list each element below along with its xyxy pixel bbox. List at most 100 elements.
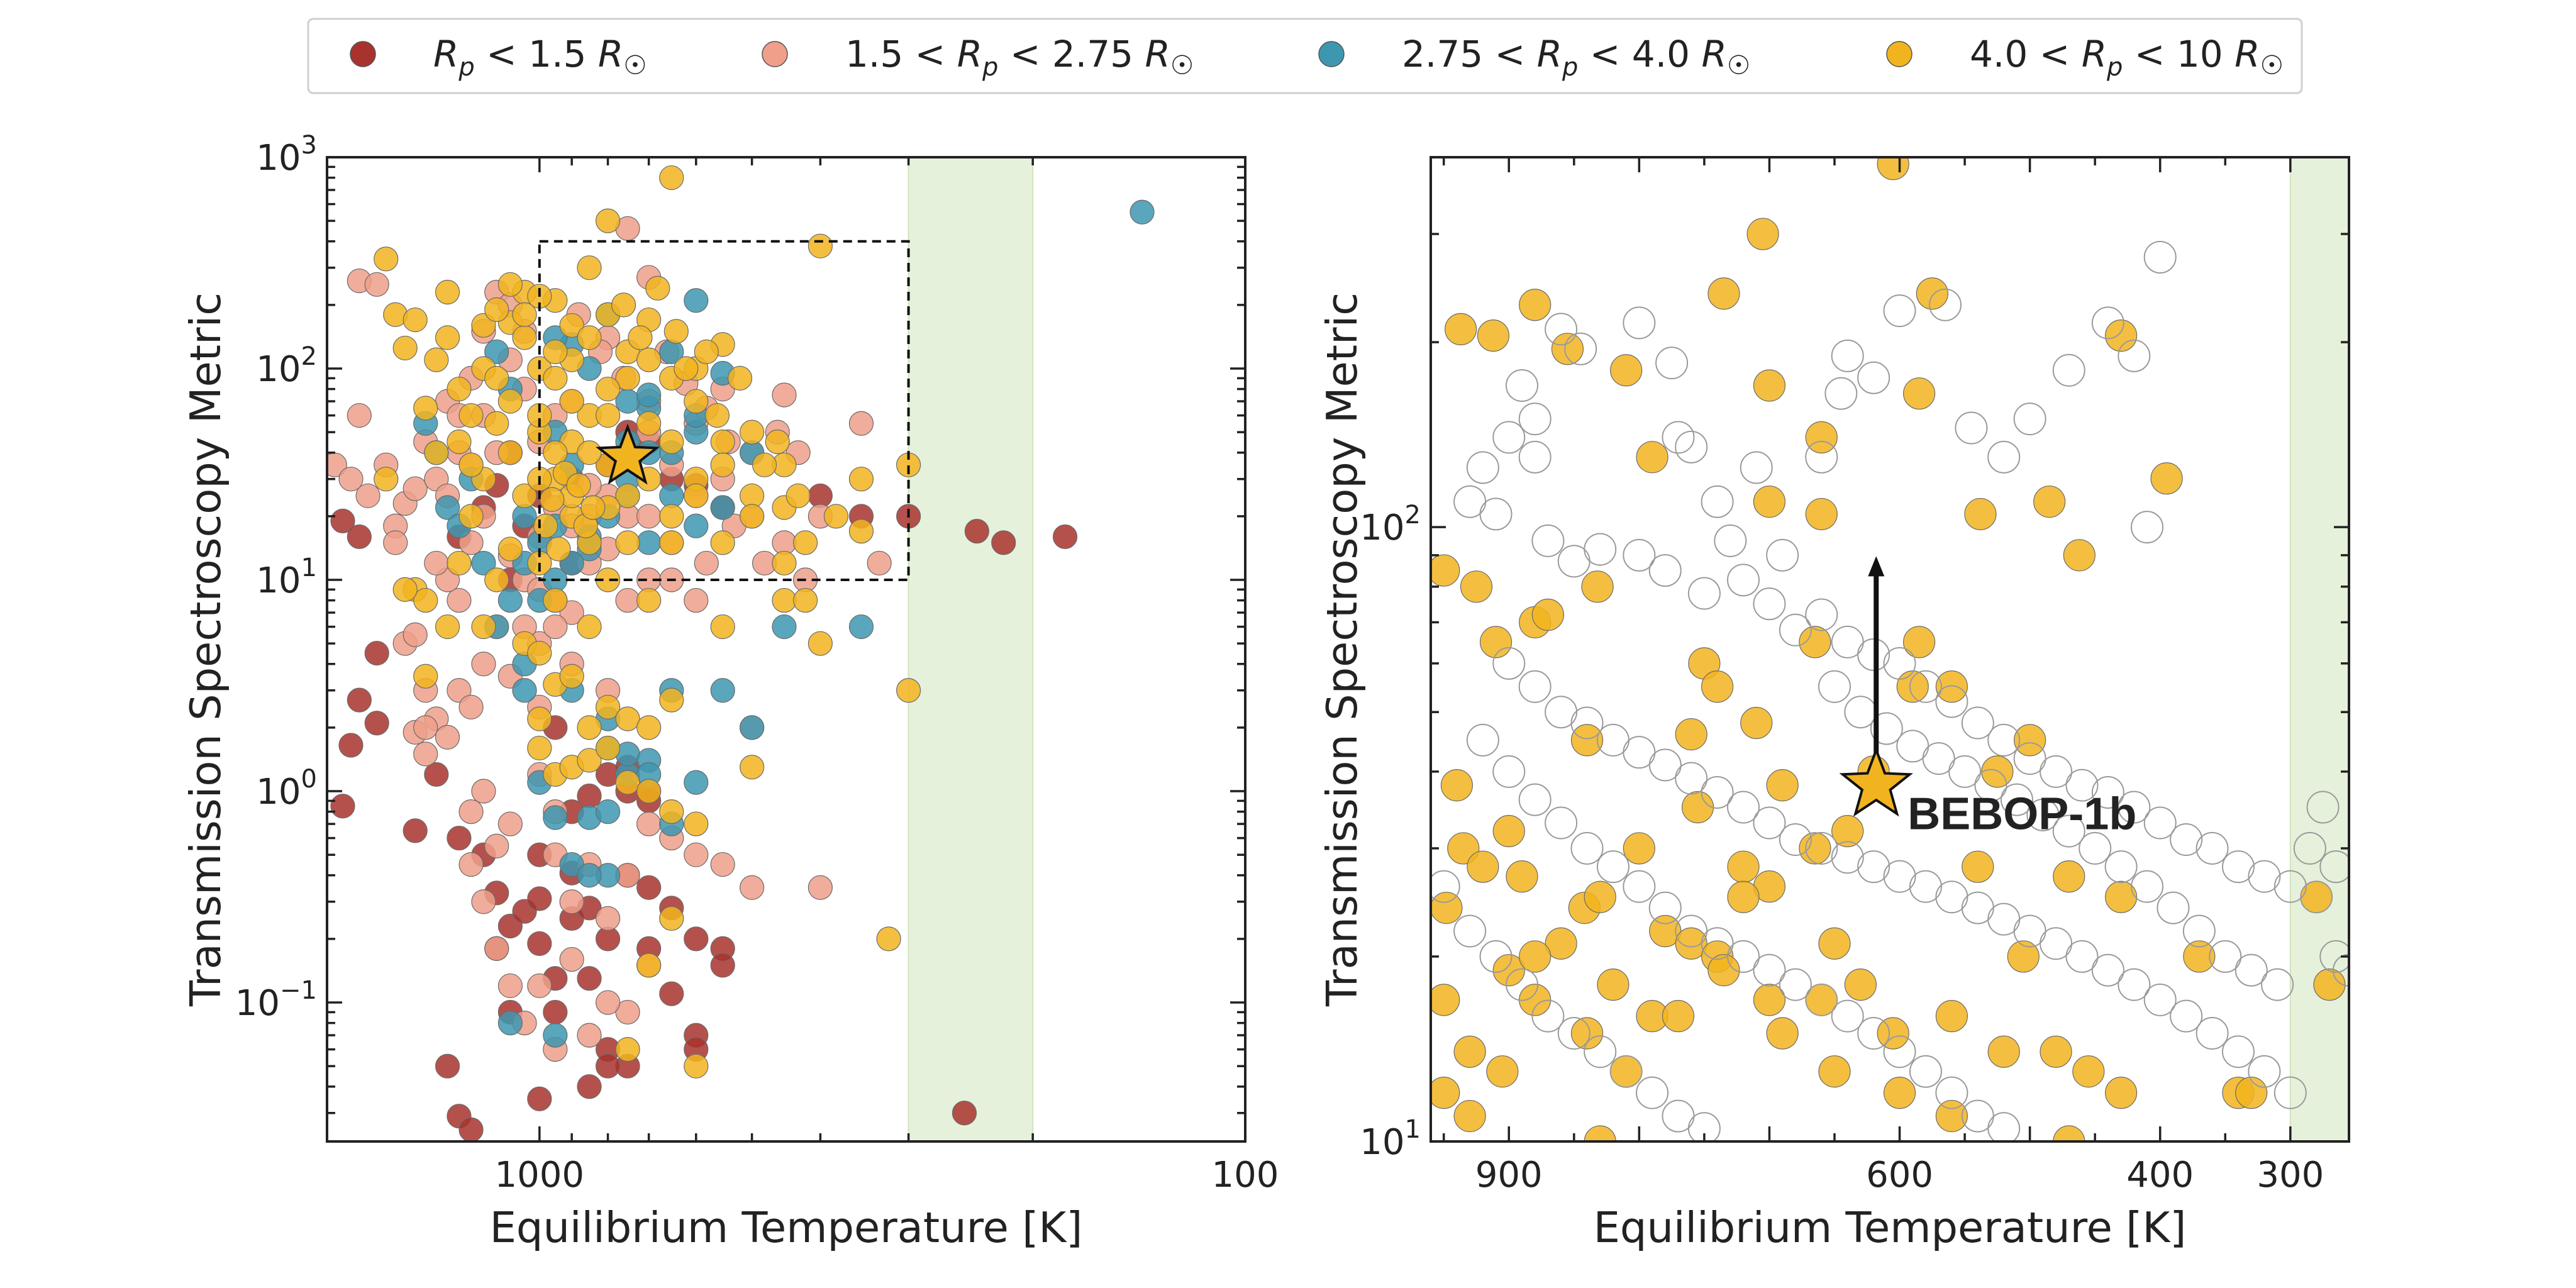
point-sub_neptune	[543, 805, 568, 830]
point-mid	[347, 402, 372, 428]
point-giant	[628, 325, 653, 350]
point-small	[595, 1053, 621, 1079]
point-open	[1564, 332, 1597, 365]
point-giant	[704, 402, 730, 428]
x-axis-label: Equilibrium Temperature [K]	[1594, 1203, 2187, 1252]
point-small	[347, 524, 372, 550]
x-tick-label: 1000	[495, 1155, 585, 1196]
point-open	[1766, 538, 1799, 572]
point-open	[1701, 775, 1734, 809]
point-open	[1831, 841, 1864, 874]
point-open	[1636, 1076, 1669, 1109]
point-open	[1648, 748, 1682, 782]
point-giant	[512, 483, 537, 508]
point-mid	[595, 906, 621, 931]
point-giant	[1707, 277, 1740, 310]
point-open	[2170, 999, 2203, 1033]
point-open	[2261, 968, 2294, 1001]
x-tick-label: 300	[2257, 1155, 2324, 1196]
point-giant	[1570, 1017, 1604, 1050]
plot-frame	[1430, 156, 2350, 1143]
point-giant	[577, 614, 602, 640]
point-mid	[740, 875, 765, 900]
point-giant	[2104, 880, 2138, 913]
point-giant	[684, 389, 709, 414]
point-giant	[1675, 927, 1707, 960]
point-giant	[1445, 313, 1477, 345]
point-giant	[1431, 891, 1463, 924]
point-mid	[595, 990, 621, 1015]
point-giant	[595, 402, 621, 428]
point-mid	[636, 811, 662, 836]
point-giant	[1831, 814, 1864, 848]
point-giant	[447, 429, 472, 455]
point-open	[1987, 723, 2021, 757]
point-open	[2052, 353, 2085, 387]
point-sub_neptune	[543, 1023, 568, 1048]
point-open	[1740, 451, 1773, 484]
x-tick-label: 900	[1475, 1155, 1543, 1196]
point-giant	[566, 473, 591, 498]
point-giant	[435, 325, 460, 350]
point-giant	[1431, 554, 1460, 587]
point-mid	[471, 779, 496, 804]
point-giant	[413, 587, 438, 613]
point-open	[1727, 564, 1760, 597]
point-open	[2052, 814, 2085, 848]
legend-label: Rp < 1.5 R☉	[433, 33, 647, 82]
point-sub_neptune	[512, 678, 537, 703]
point-giant	[2104, 319, 2138, 352]
point-giant	[2007, 940, 2040, 973]
bebop-1b-star-marker	[1839, 746, 1913, 817]
point-giant	[595, 208, 621, 233]
point-giant	[1649, 914, 1682, 948]
point-giant	[527, 640, 552, 666]
point-giant	[2063, 539, 2096, 572]
point-open	[2065, 769, 2099, 802]
point-open	[1531, 999, 1565, 1033]
point-giant	[1506, 860, 1538, 893]
point-giant	[1818, 1055, 1851, 1088]
point-giant	[1701, 670, 1734, 703]
point-giant	[2150, 462, 2183, 495]
point-mid	[694, 550, 719, 576]
point-giant	[615, 365, 640, 391]
point-sub_neptune	[636, 530, 662, 555]
legend-label: 4.0 < Rp < 10 R☉	[1970, 33, 2284, 82]
point-giant	[1545, 927, 1577, 960]
point-mid	[413, 715, 438, 740]
point-giant	[1453, 1099, 1486, 1133]
point-giant	[1727, 850, 1760, 883]
point-giant	[1727, 880, 1760, 913]
point-open	[1909, 870, 1942, 903]
point-giant	[543, 440, 568, 465]
legend-entry-giant: 4.0 < Rp < 10 R☉	[1886, 33, 2284, 82]
point-sub_neptune	[710, 495, 735, 520]
point-giant	[1431, 1077, 1460, 1109]
point-giant	[543, 365, 568, 391]
point-open	[1623, 538, 1656, 572]
point-open	[1623, 870, 1656, 903]
tsm-arrow-head	[1868, 556, 1885, 577]
point-open	[1492, 421, 1526, 454]
point-giant	[559, 313, 584, 338]
point-open	[1753, 587, 1786, 621]
point-open	[2235, 953, 2268, 987]
point-mid	[527, 973, 552, 999]
point-open	[2333, 953, 2349, 987]
point-sub_neptune	[636, 382, 662, 408]
point-open	[2221, 1035, 2255, 1069]
point-giant	[792, 587, 818, 613]
point-giant	[1675, 718, 1707, 751]
point-mid	[383, 530, 408, 555]
point-open	[1929, 288, 1962, 321]
point-open	[1701, 927, 1734, 960]
point-mid	[471, 652, 496, 677]
point-open	[1857, 361, 1890, 394]
point-giant	[1453, 1035, 1486, 1068]
point-giant	[1844, 969, 1877, 1001]
point-open	[1596, 850, 1629, 884]
legend-marker-small	[350, 41, 376, 67]
point-giant	[659, 504, 684, 529]
point-open	[1570, 831, 1604, 865]
